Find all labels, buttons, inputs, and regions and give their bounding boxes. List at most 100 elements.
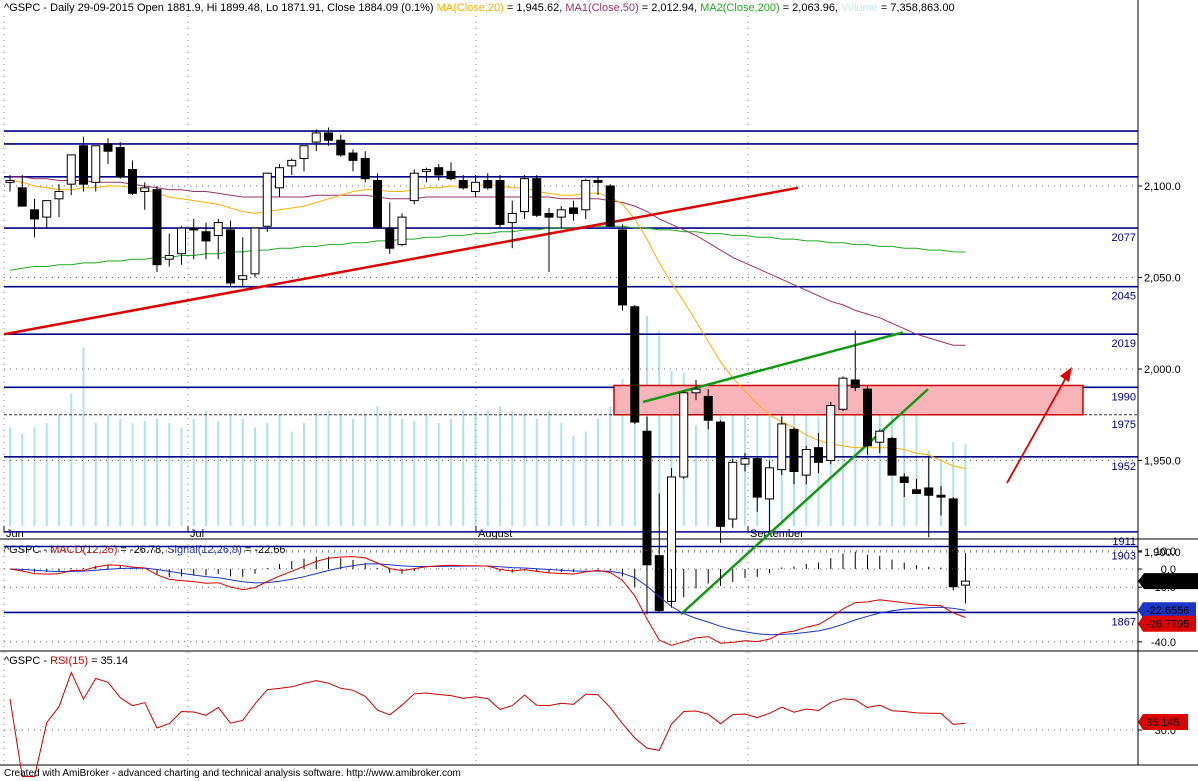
candle-body <box>91 145 101 183</box>
rsi-line <box>9 671 966 777</box>
volume-bar <box>327 410 330 526</box>
candle-body <box>324 132 333 141</box>
volume-bar <box>486 410 489 526</box>
level-label: 1975 <box>1112 419 1136 431</box>
price-tick-label: 1,950.0 <box>1144 456 1181 468</box>
volume-bar <box>119 418 122 526</box>
candle-body <box>299 145 309 160</box>
candle-body <box>838 377 848 410</box>
volume-bar <box>21 433 24 526</box>
volume-bar <box>205 410 207 526</box>
candle-body <box>495 180 505 225</box>
volume-bar <box>437 423 440 526</box>
ma50-label: MA1(Close,50) <box>565 2 639 14</box>
candle-body <box>287 159 297 167</box>
volume-bar <box>829 425 832 526</box>
candle-body <box>79 145 88 185</box>
volume-bar <box>866 408 869 526</box>
volume-bar <box>168 423 171 526</box>
level-label: 1952 <box>1112 461 1136 473</box>
candle-body <box>716 421 725 527</box>
volume-bar <box>388 410 391 526</box>
volume-bar <box>597 418 599 526</box>
candle-body <box>740 458 750 465</box>
candle-body <box>164 255 174 260</box>
candle-body <box>569 207 578 214</box>
level-label: 1903 <box>1112 551 1136 563</box>
volume-bar <box>952 442 955 526</box>
volume-bar <box>572 435 575 526</box>
volume-bar <box>376 406 379 526</box>
candle-body <box>471 181 480 192</box>
forecast-arrow <box>1006 373 1069 484</box>
candle-body <box>912 489 921 494</box>
volume-bar <box>180 427 183 526</box>
candle-body <box>360 158 370 180</box>
level-label: 1867 <box>1112 616 1136 628</box>
candle-body <box>520 178 529 213</box>
ma200-label: MA2(Close,200) <box>700 2 780 14</box>
candle-body <box>30 209 39 220</box>
candle-body <box>728 461 738 520</box>
rsi-value-marker <box>1138 714 1188 731</box>
candle-body <box>42 200 52 218</box>
ma20-label: MA(Close,20) <box>436 2 504 14</box>
volume-bar <box>303 423 305 526</box>
candle-body <box>961 580 970 586</box>
candle-body <box>863 388 872 447</box>
volume-bar <box>413 421 416 526</box>
volume-bar <box>33 427 36 526</box>
volume-bar <box>290 431 293 526</box>
candle-body <box>152 189 162 266</box>
volume-bar <box>854 395 857 526</box>
volume-bar <box>609 406 612 526</box>
volume-bar <box>633 326 636 526</box>
macd-tick-label: 0.0 <box>1161 564 1176 576</box>
macd-line <box>9 556 966 646</box>
volume-bar <box>462 410 465 526</box>
volume-bar <box>241 418 244 526</box>
volume-bar <box>352 418 354 526</box>
candle-body <box>875 430 885 443</box>
candle-body <box>66 154 76 185</box>
candle-body <box>544 212 554 218</box>
candle-body <box>532 178 542 216</box>
volume-bar <box>964 444 967 526</box>
rsi-header: ^GSPC - RSI(15) = 35.14 <box>4 655 129 667</box>
wedge-lower-line <box>680 388 929 616</box>
volume-bar <box>842 414 844 526</box>
volume-bar <box>548 410 550 526</box>
candle-body <box>177 227 186 255</box>
volume-bar <box>756 385 759 526</box>
candles <box>5 127 970 615</box>
volume-bar <box>266 423 269 526</box>
forecast-arrow-head <box>1060 367 1072 382</box>
macd-value-marker <box>1138 615 1196 632</box>
volume-bar <box>70 393 73 526</box>
volume-bar <box>9 427 11 526</box>
footer-credit: Created with AmiBroker - advanced charti… <box>4 768 461 779</box>
month-label: September <box>750 528 804 540</box>
volume-bar <box>511 410 514 526</box>
price-tick-label: 2,000.0 <box>1144 364 1181 376</box>
ma200-value: = 2,063.96, <box>779 2 842 14</box>
rsi-label: RSI(15) <box>50 655 89 667</box>
ma50-line <box>10 176 966 346</box>
signal-value-label: -22.6556 <box>1146 605 1189 617</box>
signal-value-marker <box>1138 602 1196 619</box>
rsi-header-symbol: ^GSPC <box>4 655 41 667</box>
price-tick-label: 2,100.0 <box>1144 181 1181 193</box>
candle-body <box>201 231 211 242</box>
volume-bar <box>584 431 587 526</box>
volume-bar <box>499 406 501 526</box>
candle-body <box>642 430 652 566</box>
volume-bar <box>707 410 710 526</box>
macd-tick-label: -40.0 <box>1151 637 1176 649</box>
macd-tick-label: -10.0 <box>1151 582 1176 594</box>
volume-bar <box>94 423 97 526</box>
candle-body <box>17 187 27 207</box>
macd-histogram <box>21 551 966 613</box>
volume-label: Volume <box>841 2 878 14</box>
candle-body <box>630 306 640 423</box>
